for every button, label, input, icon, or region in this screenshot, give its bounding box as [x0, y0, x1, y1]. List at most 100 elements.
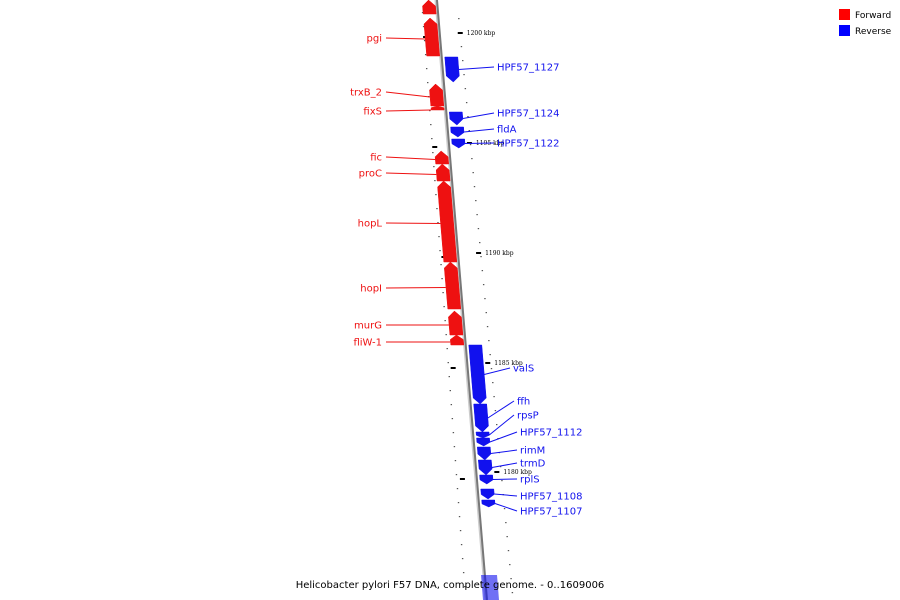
minor-tick	[436, 208, 438, 210]
minor-tick	[484, 298, 486, 300]
minor-tick	[456, 488, 459, 490]
leader-rimM	[490, 449, 518, 454]
legend: Forward Reverse	[839, 9, 892, 37]
label-leader-lines	[385, 37, 518, 512]
gene-label-fliW-1[interactable]: fliW-1	[353, 338, 382, 349]
leader-hopI	[385, 287, 446, 289]
gene-label-fic[interactable]: fic	[370, 153, 382, 164]
gene-arrow-pgi[interactable]	[423, 17, 440, 57]
minor-tick	[448, 376, 450, 378]
gene-arrow-rimM[interactable]	[477, 446, 492, 461]
minor-tick	[465, 102, 468, 104]
gene-arrow-fixS[interactable]	[430, 105, 445, 111]
major-tick	[459, 478, 465, 480]
major-tick	[485, 362, 491, 364]
minor-tick	[437, 222, 439, 224]
gene-label-HPF57_1108[interactable]: HPF57_1108	[520, 492, 582, 503]
minor-tick	[458, 18, 460, 20]
gene-arrow-hopI[interactable]	[444, 261, 462, 310]
gene-label-HPF57_1107[interactable]: HPF57_1107	[520, 507, 582, 518]
leader-fldA	[463, 128, 495, 133]
major-tick	[457, 32, 463, 34]
gene-arrow-HPF57_1107[interactable]	[481, 499, 496, 508]
minor-tick	[427, 82, 429, 84]
gene-arrow-partial[interactable]	[481, 575, 499, 600]
gene-arrow-HPF57_1112[interactable]	[476, 437, 491, 447]
leader-fic	[385, 156, 436, 160]
gene-arrow-proC[interactable]	[435, 163, 451, 182]
minor-tick	[435, 194, 437, 196]
minor-tick	[425, 68, 428, 70]
gene-label-rplS[interactable]: rplS	[520, 475, 540, 486]
minor-tick	[464, 88, 467, 90]
minor-tick	[431, 138, 433, 140]
gene-label-hopI[interactable]: hopI	[360, 284, 382, 295]
gene-label-valS[interactable]: valS	[513, 364, 534, 375]
minor-tick	[460, 46, 463, 48]
gene-arrow-HPF57_1108[interactable]	[480, 488, 495, 500]
minor-tick	[477, 228, 480, 230]
minor-tick	[450, 404, 453, 406]
gene-label-trmD[interactable]: trmD	[520, 459, 546, 470]
backbone	[434, 0, 488, 600]
gene-label-trxB_2[interactable]: trxB_2	[350, 88, 382, 99]
minor-tick	[462, 60, 464, 62]
gene-label-fixS[interactable]: fixS	[363, 107, 382, 118]
gene-arrow-HPF57_1127[interactable]	[444, 56, 460, 83]
minor-tick	[451, 418, 454, 420]
legend-forward-swatch	[839, 9, 850, 20]
minor-tick	[439, 250, 441, 252]
gene-arrow-rpsP[interactable]	[475, 431, 490, 439]
gene-arrow-fldA[interactable]	[450, 126, 465, 138]
gene-arrow-rplS[interactable]	[479, 474, 494, 485]
minor-tick	[447, 362, 449, 364]
minor-tick	[463, 74, 465, 76]
gene-arrow-fic[interactable]	[434, 150, 449, 165]
leader-HPF57_1107	[494, 503, 518, 512]
leader-fixS	[385, 109, 432, 112]
gene-arrow-HPF57_1124[interactable]	[449, 111, 464, 126]
gene-label-fldA[interactable]: fldA	[497, 125, 517, 136]
leader-valS	[484, 367, 511, 375]
gene-arrow-trxB_2[interactable]	[429, 83, 445, 107]
leader-pgi	[385, 37, 426, 40]
minor-tick	[490, 368, 493, 370]
legend-reverse-swatch	[839, 25, 850, 36]
gene-label-rimM[interactable]: rimM	[520, 446, 545, 457]
gene-label-HPF57_1112[interactable]: HPF57_1112	[520, 428, 582, 439]
minor-tick	[505, 522, 507, 524]
scale-tick-label: 1180 kbp	[503, 469, 532, 476]
gene-label-pgi[interactable]: pgi	[367, 34, 382, 45]
minor-tick	[463, 586, 466, 588]
gene-arrow-valS[interactable]	[468, 344, 487, 405]
minor-tick	[442, 292, 444, 294]
minor-tick	[485, 312, 487, 314]
gene-label-ffh[interactable]: ffh	[517, 397, 530, 408]
leader-trmD	[491, 462, 518, 468]
gene-label-proC[interactable]: proC	[359, 169, 382, 180]
gene-label-HPF57_1124[interactable]: HPF57_1124	[497, 109, 559, 120]
gene-label-HPF57_1122[interactable]: HPF57_1122	[497, 139, 559, 150]
minor-tick	[455, 474, 458, 476]
minor-tick	[458, 516, 461, 518]
gene-label-murG[interactable]: murG	[354, 321, 382, 332]
gene-arrow-trmD[interactable]	[478, 459, 493, 476]
minor-tick	[482, 284, 485, 286]
minor-tick	[449, 390, 451, 392]
gene-label-rpsP[interactable]: rpsP	[517, 411, 539, 422]
minor-tick	[462, 572, 465, 574]
gene-arrow-fliW-1[interactable]	[450, 334, 465, 346]
major-tick	[432, 146, 438, 148]
minor-tick	[479, 242, 481, 244]
gene-arrow-ffh[interactable]	[473, 403, 489, 433]
legend-reverse-label: Reverse	[855, 27, 892, 37]
gene-arrow-HPF57_1122[interactable]	[451, 138, 466, 149]
backbone-line	[436, 0, 488, 600]
gene-arrow-unlabeled[interactable]	[422, 0, 437, 15]
major-tick	[450, 367, 456, 369]
minor-tick	[440, 264, 442, 266]
gene-label-HPF57_1127[interactable]: HPF57_1127	[497, 63, 559, 74]
gene-label-hopL[interactable]: hopL	[358, 219, 383, 230]
minor-tick	[453, 446, 456, 448]
